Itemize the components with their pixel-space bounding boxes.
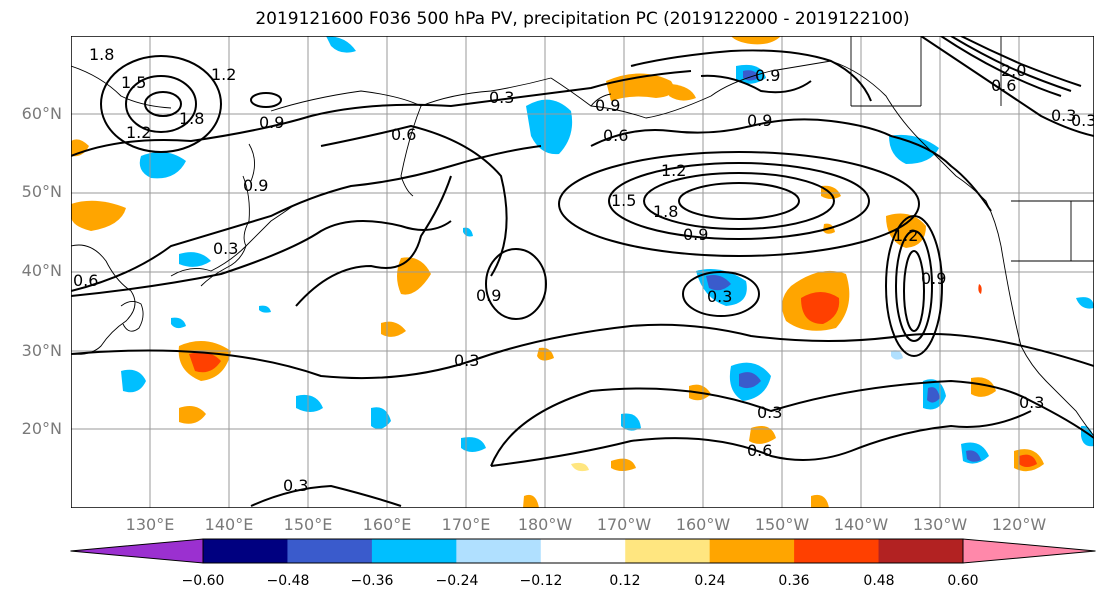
colorbar-cell — [794, 539, 880, 563]
colorbar-cell — [709, 539, 795, 563]
pv-contours — [71, 36, 1094, 507]
lon-label: 170°E — [441, 515, 491, 534]
contour-label: 0.6 — [73, 271, 98, 290]
contour-label: 0.6 — [391, 125, 416, 144]
contour-label: 1.2 — [661, 161, 686, 180]
contour-label: 0.6 — [603, 126, 628, 145]
contour-label: 1.8 — [653, 202, 678, 221]
colorbar-tick: −0.36 — [350, 573, 394, 589]
contour-label: 0.3 — [213, 239, 238, 258]
lon-label: 140°E — [204, 515, 254, 534]
colorbar-cell — [540, 539, 626, 563]
contour-label: 0.9 — [243, 176, 268, 195]
precip-anomaly-fills — [71, 36, 1094, 508]
colorbar-tick: 0.48 — [863, 573, 895, 589]
lon-label: 180°W — [517, 515, 573, 534]
contour-label: 1.2 — [893, 226, 918, 245]
contour-label: 0.3 — [757, 403, 782, 422]
lon-label: 120°W — [991, 515, 1047, 534]
colorbar-tick: 0.36 — [778, 573, 810, 589]
lon-label: 140°W — [833, 515, 889, 534]
contour-label: 0.6 — [991, 76, 1016, 95]
contour-label: 1.2 — [211, 65, 236, 84]
contour-label: 1.5 — [611, 191, 636, 210]
colorbar-cell — [456, 539, 542, 563]
contour-label: 0.9 — [476, 286, 501, 305]
contour-label: 0.9 — [683, 225, 708, 244]
contour-label: 0.9 — [595, 96, 620, 115]
contour-labels: 1.8 1.5 1.2 1.8 1.2 0.9 0.3 0.9 0.6 0.9 … — [73, 45, 1094, 495]
colorbar-extend-high — [963, 539, 1096, 563]
contour-label: 1.5 — [121, 73, 146, 92]
colorbar-cell — [878, 539, 964, 563]
lat-label-20n: 20°N — [21, 419, 62, 438]
chart-title: 2019121600 F036 500 hPa PV, precipitatio… — [255, 9, 910, 29]
lat-label-60n: 60°N — [21, 104, 62, 123]
contour-label: 0.6 — [747, 441, 772, 460]
contour-label: 0.9 — [259, 113, 284, 132]
colorbar-cell — [371, 539, 457, 563]
lon-label: 130°E — [125, 515, 175, 534]
contour-label: 0.3 — [1071, 111, 1094, 130]
lon-label: 170°W — [596, 515, 652, 534]
colorbar-tick: −0.24 — [435, 573, 479, 589]
map-panel: 1.8 1.5 1.2 1.8 1.2 0.9 0.3 0.9 0.6 0.9 … — [71, 36, 1094, 508]
contour-label: 0.3 — [707, 287, 732, 306]
contour-label: 0.3 — [1019, 393, 1044, 412]
contour-label: 2.0 — [1001, 61, 1026, 80]
contour-label: 1.8 — [89, 45, 114, 64]
contour-label: 0.3 — [454, 351, 479, 370]
colorbar — [70, 538, 1096, 564]
colorbar-tick: 0.60 — [947, 573, 979, 589]
lon-label: 150°W — [754, 515, 810, 534]
colorbar-tick: −0.60 — [181, 573, 225, 589]
contour-label: 1.2 — [126, 123, 151, 142]
lon-label: 160°E — [362, 515, 412, 534]
lat-label-50n: 50°N — [21, 182, 62, 201]
colorbar-tick: 0.24 — [694, 573, 726, 589]
colorbar-tick: −0.48 — [266, 573, 310, 589]
lon-label: 160°W — [675, 515, 731, 534]
contour-label: 1.8 — [179, 109, 204, 128]
contour-label: 0.9 — [921, 269, 946, 288]
lat-label-40n: 40°N — [21, 261, 62, 280]
colorbar-tick: 0.12 — [609, 573, 641, 589]
colorbar-cell — [203, 539, 288, 563]
colorbar-extend-low — [70, 539, 203, 563]
lon-label: 150°E — [283, 515, 333, 534]
contour-label: 0.3 — [283, 476, 308, 495]
colorbar-cell — [287, 539, 373, 563]
colorbar-tick: −0.12 — [519, 573, 563, 589]
lon-label: 130°W — [912, 515, 968, 534]
contour-label: 0.9 — [747, 111, 772, 130]
contour-label: 0.3 — [1051, 106, 1076, 125]
contour-label: 0.3 — [489, 88, 514, 107]
colorbar-cell — [625, 539, 711, 563]
contour-label: 0.9 — [755, 66, 780, 85]
lat-label-30n: 30°N — [21, 341, 62, 360]
